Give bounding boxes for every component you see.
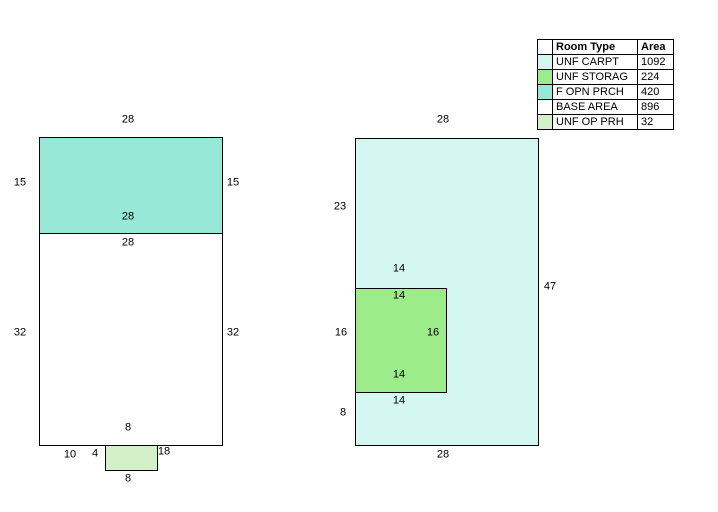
dimension-label: 8 xyxy=(124,421,132,434)
room-shape-f-opn-prch xyxy=(39,137,223,234)
dimension-label: 16 xyxy=(334,326,348,339)
dimension-label: 28 xyxy=(121,210,135,223)
legend-area: 896 xyxy=(637,99,674,115)
legend-color-swatch xyxy=(537,84,553,100)
legend-row: UNF OP PRH 32 xyxy=(537,114,674,130)
dimension-label: 28 xyxy=(121,113,135,126)
dimension-label: 14 xyxy=(392,262,406,275)
legend-row: UNF CARPT 1092 xyxy=(537,54,674,70)
dimension-label: 18 xyxy=(157,445,171,458)
legend-room-type: BASE AREA xyxy=(552,99,638,115)
legend-header-room-type: Room Type xyxy=(552,39,638,55)
legend-body: UNF CARPT 1092 UNF STORAG 224 F OPN PRCH… xyxy=(537,54,674,130)
legend-area: 420 xyxy=(637,84,674,100)
dimension-label: 8 xyxy=(339,406,347,419)
legend-row: UNF STORAG 224 xyxy=(537,69,674,85)
dimension-label: 28 xyxy=(436,113,450,126)
dimension-label: 28 xyxy=(436,448,450,461)
legend-area: 32 xyxy=(637,114,674,130)
legend-room-type: F OPN PRCH xyxy=(552,84,638,100)
room-shape-unf-op-prh xyxy=(105,445,158,471)
legend-header-swatch xyxy=(537,39,553,55)
dimension-label: 15 xyxy=(226,176,240,189)
legend-header-area: Area xyxy=(637,39,674,55)
legend-room-type: UNF CARPT xyxy=(552,54,638,70)
legend-room-type: UNF OP PRH xyxy=(552,114,638,130)
legend-table: Room Type Area UNF CARPT 1092 UNF STORAG… xyxy=(537,39,674,130)
legend-area: 1092 xyxy=(637,54,674,70)
room-shape-unf-storag xyxy=(355,288,447,393)
dimension-label: 32 xyxy=(226,326,240,339)
dimension-label: 32 xyxy=(13,326,27,339)
legend-color-swatch xyxy=(537,69,553,85)
legend-area: 224 xyxy=(637,69,674,85)
dimension-label: 8 xyxy=(124,472,132,485)
dimension-label: 28 xyxy=(121,236,135,249)
dimension-label: 15 xyxy=(13,176,27,189)
dimension-label: 14 xyxy=(392,394,406,407)
dimension-label: 47 xyxy=(543,280,557,293)
legend-room-type: UNF STORAG xyxy=(552,69,638,85)
legend-header-row: Room Type Area xyxy=(537,39,674,55)
dimension-label: 23 xyxy=(333,200,347,213)
dimension-label: 10 xyxy=(63,448,77,461)
legend-row: F OPN PRCH 420 xyxy=(537,84,674,100)
legend-color-swatch xyxy=(537,114,553,130)
legend-row: BASE AREA 896 xyxy=(537,99,674,115)
dimension-label: 14 xyxy=(392,368,406,381)
dimension-label: 16 xyxy=(426,326,440,339)
legend-color-swatch xyxy=(537,99,553,115)
room-shape-base-area xyxy=(39,233,223,446)
dimension-label: 14 xyxy=(392,289,406,302)
legend-color-swatch xyxy=(537,54,553,70)
dimension-label: 4 xyxy=(91,447,99,460)
